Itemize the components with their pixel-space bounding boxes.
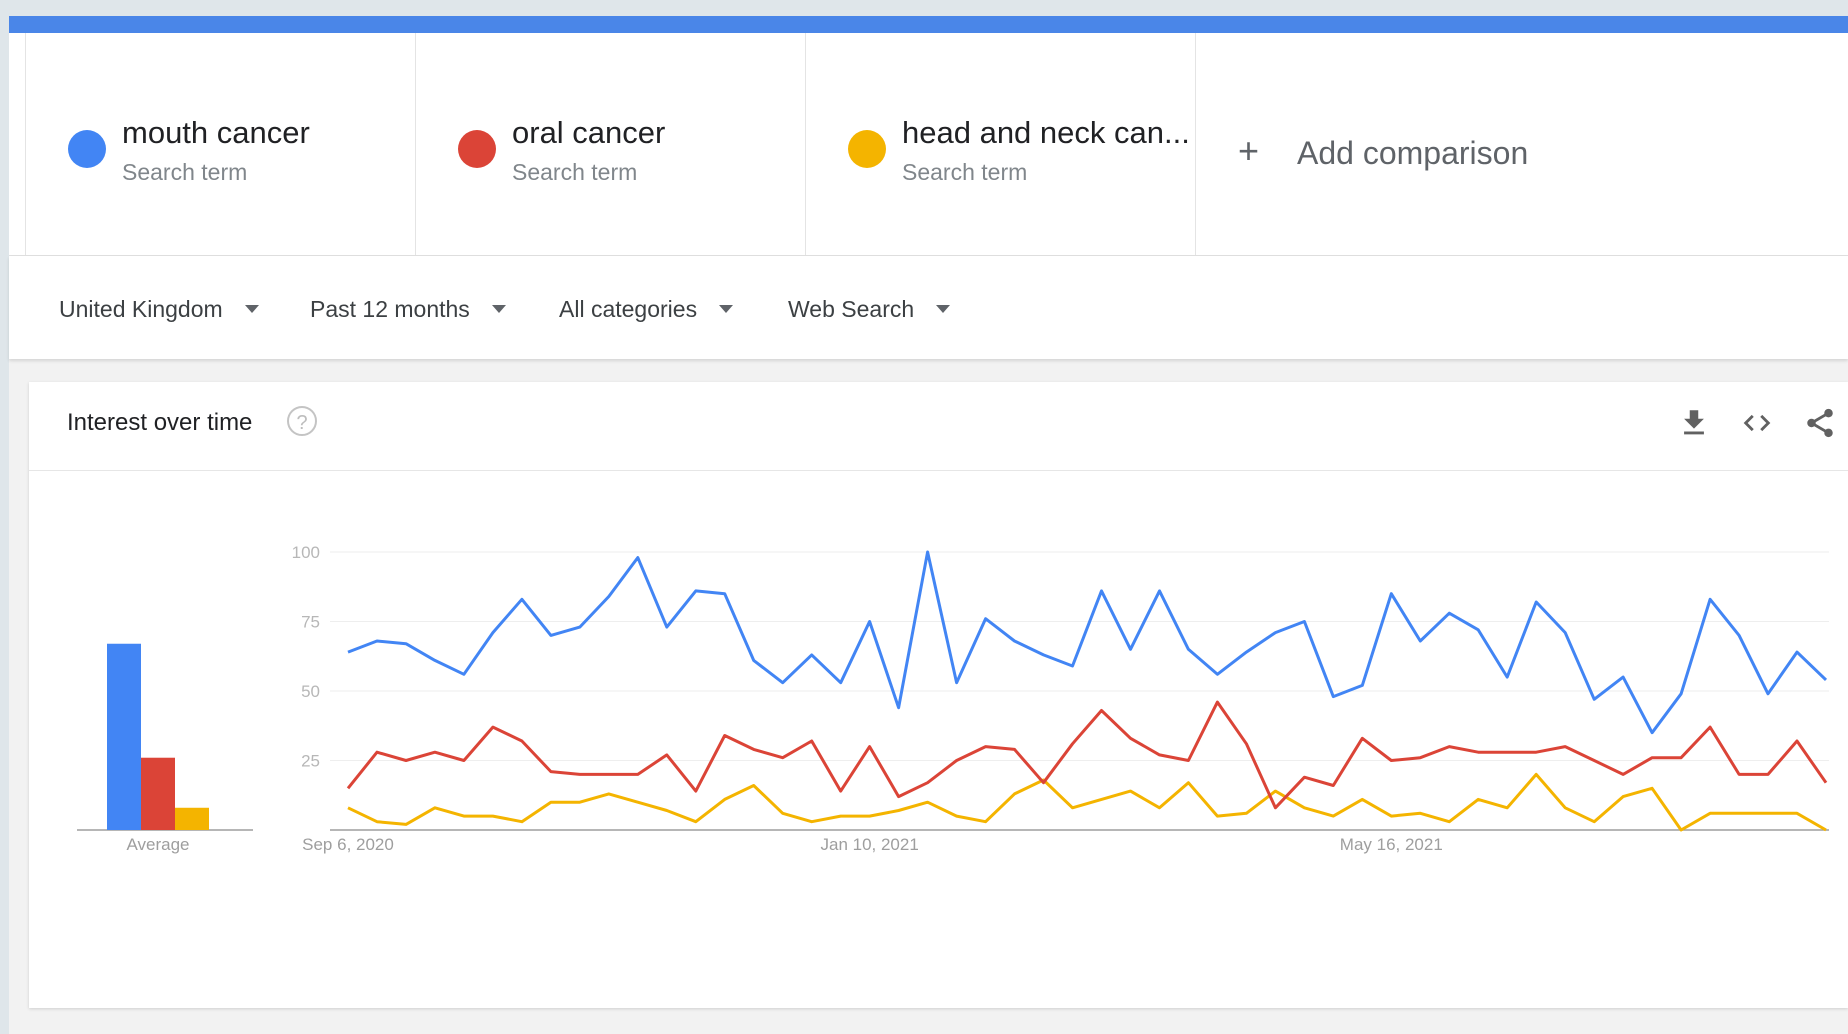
time-range-label: Past 12 months <box>310 295 470 322</box>
interest-chart: 100 75 50 25 Average Sep 6, 2020 Jan 10, 202… <box>77 543 1829 854</box>
plus-icon: + <box>1238 130 1260 171</box>
average-bar <box>175 807 209 830</box>
search-type-label: Web Search <box>788 295 915 322</box>
card-header: Interest over time ? <box>29 382 1848 471</box>
filter-bar: United Kingdom Past 12 months All catego… <box>9 256 1848 359</box>
card-title: Interest over time <box>67 409 253 436</box>
download-icon[interactable] <box>1677 406 1711 440</box>
x-tick-label: Jan 10, 2021 <box>820 835 918 854</box>
search-type-dropdown[interactable]: Web Search <box>788 292 951 326</box>
help-icon[interactable]: ? <box>287 406 317 436</box>
y-tick-label: 75 <box>301 613 320 632</box>
add-comparison-button[interactable]: + Add comparison <box>1195 33 1848 255</box>
category-dropdown[interactable]: All categories <box>559 292 734 326</box>
comparison-bar: mouth cancer Search term oral cancer Sea… <box>9 33 1848 256</box>
interest-over-time-card: Interest over time ? 100 75 50 25 Average S… <box>29 382 1848 1008</box>
term-name: mouth cancer <box>122 115 310 150</box>
series-line <box>346 700 1828 810</box>
trends-page: mouth cancer Search term oral cancer Sea… <box>9 16 1848 1034</box>
term-card-oral-cancer[interactable]: oral cancer Search term <box>415 33 806 255</box>
series-color-dot <box>458 130 496 168</box>
term-card-head-and-neck[interactable]: head and neck can... Search term <box>805 33 1196 255</box>
term-type: Search term <box>902 159 1028 185</box>
x-tick-label: Sep 6, 2020 <box>302 835 394 854</box>
term-type: Search term <box>512 159 638 185</box>
region-dropdown[interactable]: United Kingdom <box>59 292 259 326</box>
series-color-dot <box>68 130 106 168</box>
series-line <box>347 550 1828 735</box>
top-accent-bar <box>9 16 1848 33</box>
average-bar <box>141 757 175 830</box>
region-label: United Kingdom <box>59 295 223 322</box>
y-tick-label: 50 <box>301 682 320 701</box>
embed-code-icon[interactable] <box>1740 406 1774 440</box>
dropdown-arrow-icon <box>244 305 259 313</box>
average-bar <box>107 643 141 830</box>
dropdown-arrow-icon <box>491 305 506 313</box>
x-tick-label: May 16, 2021 <box>1340 835 1443 854</box>
series-line <box>347 772 1827 832</box>
add-comparison-label: Add comparison <box>1297 135 1529 171</box>
term-name: head and neck can... <box>902 115 1190 150</box>
share-icon[interactable] <box>1803 406 1837 440</box>
category-label: All categories <box>559 295 698 322</box>
dropdown-arrow-icon <box>719 305 734 313</box>
time-range-dropdown[interactable]: Past 12 months <box>310 292 506 326</box>
y-tick-label: 25 <box>301 752 320 771</box>
term-name: oral cancer <box>512 115 666 150</box>
dropdown-arrow-icon <box>936 305 951 313</box>
term-card-mouth-cancer[interactable]: mouth cancer Search term <box>25 33 416 255</box>
average-label: Average <box>126 835 189 854</box>
series-color-dot <box>848 130 886 168</box>
y-tick-label: 100 <box>292 543 320 562</box>
term-type: Search term <box>122 159 248 185</box>
